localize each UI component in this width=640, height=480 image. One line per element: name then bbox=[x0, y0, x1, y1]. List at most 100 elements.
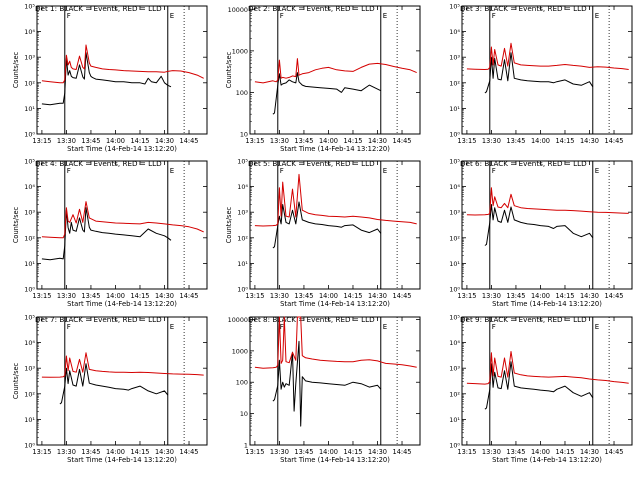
marker-label: E bbox=[383, 167, 387, 175]
marker-label: F bbox=[67, 167, 71, 175]
x-tick-label: 14:00 bbox=[319, 448, 338, 456]
x-tick-label: 14:15 bbox=[555, 448, 574, 456]
marker-label: F bbox=[492, 167, 496, 175]
x-tick-label: 13:45 bbox=[294, 448, 313, 456]
y-tick-label: 1000 bbox=[232, 47, 248, 55]
marker-label: E bbox=[383, 12, 387, 20]
events-series-line bbox=[272, 340, 382, 427]
detector-panel-1: Det 1: BLACK = Events, RED = LLD 13:15 13:… bbox=[12, 3, 208, 153]
x-tick-label: 13:30 bbox=[482, 137, 501, 145]
plot-frame bbox=[461, 160, 633, 290]
y-tick-label: 10² bbox=[237, 234, 248, 242]
y-tick-label: 10³ bbox=[24, 365, 35, 373]
x-tick-label: 14:45 bbox=[605, 292, 624, 300]
y-tick-label: 10¹ bbox=[449, 260, 460, 268]
x-axis-label: Start Time (14-Feb-14 13:12:20) bbox=[67, 456, 177, 464]
y-tick-label: 10⁴ bbox=[449, 183, 460, 191]
plot-frame bbox=[249, 160, 421, 290]
x-axis-label: Start Time (14-Feb-14 13:12:20) bbox=[280, 300, 390, 308]
x-tick-label: 13:30 bbox=[270, 292, 289, 300]
x-tick-label: 13:30 bbox=[270, 137, 289, 145]
y-tick-label: 10³ bbox=[237, 209, 248, 217]
x-tick-label: 14:45 bbox=[180, 448, 199, 456]
y-tick-label: 10 bbox=[240, 131, 248, 139]
x-tick-label: 14:45 bbox=[180, 137, 199, 145]
y-tick-label: 10⁵ bbox=[449, 158, 460, 166]
lld-series-line bbox=[41, 44, 204, 84]
x-tick-label: 14:30 bbox=[368, 292, 387, 300]
detector-panel-8: Det 8: BLACK = Events, RED = LLD 13:15 13:… bbox=[228, 315, 421, 464]
x-tick-label: 13:45 bbox=[506, 448, 525, 456]
y-tick-label: 10² bbox=[449, 234, 460, 242]
x-tick-label: 14:15 bbox=[343, 137, 362, 145]
y-tick-label: 10¹ bbox=[237, 260, 248, 268]
y-tick-label: 10² bbox=[24, 234, 35, 242]
y-tick-label: 10⁰ bbox=[24, 131, 35, 139]
events-series-line bbox=[484, 52, 594, 94]
x-tick-label: 14:30 bbox=[368, 448, 387, 456]
y-tick-label: 10⁰ bbox=[449, 131, 460, 139]
lld-series-line bbox=[254, 173, 417, 227]
x-tick-label: 13:15 bbox=[32, 292, 51, 300]
x-tick-label: 13:15 bbox=[32, 137, 51, 145]
panel-title: Det 6: BLACK = Events, RED = LLD bbox=[460, 159, 587, 168]
x-tick-label: 13:45 bbox=[81, 448, 100, 456]
marker-label: F bbox=[280, 12, 284, 20]
y-tick-label: 10⁰ bbox=[449, 286, 460, 294]
y-tick-label: 10000 bbox=[228, 316, 248, 324]
panel-title: Det 4: BLACK = Events, RED = LLD bbox=[35, 159, 162, 168]
events-series-line bbox=[272, 201, 382, 249]
x-tick-label: 13:30 bbox=[270, 448, 289, 456]
y-tick-label: 10³ bbox=[449, 54, 460, 62]
x-tick-label: 14:15 bbox=[343, 448, 362, 456]
x-tick-label: 13:30 bbox=[57, 292, 76, 300]
lld-series-line bbox=[466, 42, 629, 70]
x-tick-label: 14:15 bbox=[343, 292, 362, 300]
y-tick-label: 10⁴ bbox=[449, 339, 460, 347]
x-tick-label: 14:00 bbox=[106, 448, 125, 456]
marker-label: F bbox=[492, 323, 496, 331]
panel-title: Det 9: BLACK = Events, RED = LLD bbox=[460, 315, 587, 324]
y-tick-label: 10³ bbox=[449, 209, 460, 217]
x-tick-label: 14:45 bbox=[393, 292, 412, 300]
y-tick-label: 10⁰ bbox=[237, 286, 248, 294]
x-tick-label: 14:45 bbox=[605, 137, 624, 145]
y-tick-label: 10⁵ bbox=[449, 3, 460, 11]
x-tick-label: 14:30 bbox=[580, 448, 599, 456]
y-tick-label: 10⁴ bbox=[24, 28, 35, 36]
y-tick-label: 10¹ bbox=[24, 105, 35, 113]
x-tick-label: 13:15 bbox=[457, 292, 476, 300]
y-tick-label: 10⁴ bbox=[237, 183, 248, 191]
marker-label: F bbox=[67, 12, 71, 20]
x-tick-label: 14:15 bbox=[130, 137, 149, 145]
y-axis-label: Counts/sec bbox=[12, 362, 20, 399]
panel-title: Det 7: BLACK = Events, RED = LLD bbox=[35, 315, 162, 324]
y-tick-label: 1000 bbox=[232, 347, 248, 355]
panel-title: Det 2: BLACK = Events, RED = LLD bbox=[248, 4, 375, 13]
x-tick-label: 14:15 bbox=[130, 448, 149, 456]
marker-label: E bbox=[170, 323, 174, 331]
y-tick-label: 10⁰ bbox=[449, 442, 460, 450]
y-axis-label: Counts/sec bbox=[12, 51, 20, 88]
x-tick-label: 14:30 bbox=[580, 137, 599, 145]
plot-frame bbox=[249, 5, 421, 135]
x-axis-label: Start Time (14-Feb-14 13:12:20) bbox=[67, 300, 177, 308]
y-tick-label: 10⁵ bbox=[449, 314, 460, 322]
plot-frame bbox=[461, 316, 633, 446]
y-tick-label: 10 bbox=[240, 410, 248, 418]
x-tick-label: 14:45 bbox=[393, 137, 412, 145]
x-tick-label: 13:15 bbox=[457, 137, 476, 145]
x-tick-label: 14:45 bbox=[180, 292, 199, 300]
marker-label: F bbox=[280, 167, 284, 175]
lld-series-line bbox=[466, 351, 629, 385]
x-tick-label: 13:45 bbox=[506, 137, 525, 145]
y-tick-label: 10000 bbox=[228, 6, 248, 14]
y-tick-label: 10¹ bbox=[449, 105, 460, 113]
x-axis-label: Start Time (14-Feb-14 13:12:20) bbox=[280, 145, 390, 153]
detector-panel-7: Det 7: BLACK = Events, RED = LLD 13:15 13:… bbox=[12, 314, 208, 464]
y-tick-label: 10¹ bbox=[24, 260, 35, 268]
x-tick-label: 13:45 bbox=[506, 292, 525, 300]
events-series-line bbox=[484, 361, 594, 410]
panel-title: Det 5: BLACK = Events, RED = LLD bbox=[248, 159, 375, 168]
